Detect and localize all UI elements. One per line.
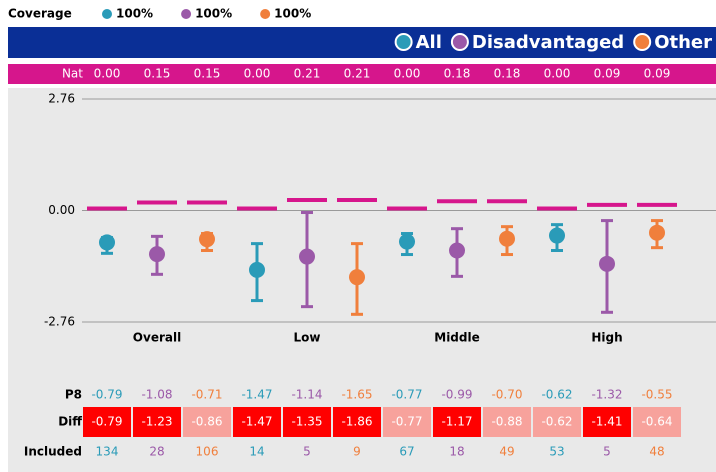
- p8-label: P8: [65, 388, 82, 402]
- category-label: Overall: [133, 331, 181, 345]
- point: [199, 231, 215, 248]
- diff-value: -1.23: [141, 415, 172, 429]
- nat-bar: [8, 64, 716, 84]
- nat-value: 0.21: [294, 67, 321, 81]
- nat-value: 0.21: [344, 67, 371, 81]
- nat-value: 0.18: [444, 67, 471, 81]
- diff-cell: [283, 407, 331, 437]
- included-value: 28: [149, 445, 164, 459]
- diff-cell: [433, 407, 481, 437]
- diff-value: -0.79: [91, 415, 122, 429]
- diff-value: -1.86: [341, 415, 372, 429]
- point: [299, 248, 315, 265]
- included-value: 5: [303, 445, 311, 459]
- p8-value: -0.62: [541, 388, 572, 402]
- p8-value: -1.08: [141, 388, 172, 402]
- category-label: Low: [294, 331, 321, 345]
- coverage-label: Coverage: [8, 7, 72, 21]
- p8-value: -1.14: [291, 388, 322, 402]
- nat-value: 0.00: [544, 67, 571, 81]
- diff-value: -0.86: [191, 415, 222, 429]
- included-value: 134: [96, 445, 119, 459]
- point: [449, 242, 465, 259]
- coverage-dot: [260, 9, 271, 19]
- point: [99, 234, 115, 251]
- included-value: 67: [399, 445, 414, 459]
- nat-value: 0.09: [594, 67, 621, 81]
- diff-value: -1.47: [241, 415, 272, 429]
- coverage-value: 100%: [116, 7, 153, 21]
- diff-cell: [83, 407, 131, 437]
- p8-value: -0.79: [91, 388, 122, 402]
- diff-value: -0.62: [541, 415, 572, 429]
- legend-marker: [450, 33, 469, 51]
- category-label: Middle: [434, 331, 480, 345]
- diff-value: -1.41: [591, 415, 622, 429]
- y-tick-label: -2.76: [44, 315, 75, 329]
- p8-value: -0.99: [441, 388, 472, 402]
- nat-value: 0.18: [494, 67, 521, 81]
- diff-cell: [483, 407, 531, 437]
- diff-value: -0.88: [491, 415, 522, 429]
- nat-value: 0.09: [644, 67, 671, 81]
- nat-value: 0.15: [194, 67, 221, 81]
- p8-value: -1.47: [241, 388, 272, 402]
- coverage-dot: [102, 9, 112, 19]
- p8-value: -1.65: [341, 388, 372, 402]
- coverage-value: 100%: [274, 7, 311, 21]
- diff-cell: [133, 407, 181, 437]
- point: [149, 246, 165, 263]
- included-value: 9: [353, 445, 361, 459]
- coverage-value: 100%: [195, 7, 232, 21]
- p8-value: -1.32: [591, 388, 622, 402]
- legend-label: Other: [654, 32, 712, 53]
- coverage-dot: [181, 9, 192, 19]
- diff-cell: [533, 407, 581, 437]
- point: [249, 261, 265, 278]
- point: [499, 230, 515, 247]
- included-value: 5: [603, 445, 611, 459]
- legend-label: All: [416, 32, 442, 53]
- nat-value: 0.00: [394, 67, 421, 81]
- p8-value: -0.55: [641, 388, 672, 402]
- legend-marker: [394, 33, 413, 51]
- nat-value: 0.00: [94, 67, 121, 81]
- diff-cell: [183, 407, 231, 437]
- point: [349, 269, 365, 286]
- diff-value: -0.77: [391, 415, 422, 429]
- legend-banner: [8, 27, 716, 58]
- diff-label: Diff: [58, 415, 82, 429]
- diff-cell: [233, 407, 281, 437]
- included-value: 14: [249, 445, 264, 459]
- legend-label: Disadvantaged: [472, 32, 624, 53]
- diff-cell: [633, 407, 681, 437]
- nat-label: Nat: [62, 67, 83, 81]
- legend-marker: [633, 33, 652, 51]
- nat-value: 0.00: [244, 67, 271, 81]
- point: [599, 255, 615, 272]
- p8-value: -0.77: [391, 388, 422, 402]
- included-value: 53: [549, 445, 564, 459]
- category-label: High: [591, 331, 622, 345]
- nat-value: 0.15: [144, 67, 171, 81]
- y-tick-label: 0.00: [48, 203, 75, 217]
- included-label: Included: [24, 445, 82, 459]
- included-value: 106: [196, 445, 219, 459]
- y-tick-label: 2.76: [48, 92, 75, 106]
- p8-value: -0.70: [491, 388, 522, 402]
- point: [649, 224, 665, 241]
- diff-cell: [383, 407, 431, 437]
- diff-cell: [583, 407, 631, 437]
- diff-value: -0.64: [641, 415, 672, 429]
- included-value: 49: [499, 445, 514, 459]
- point: [399, 233, 415, 250]
- p8-value: -0.71: [191, 388, 222, 402]
- diff-value: -1.17: [441, 415, 472, 429]
- point: [549, 227, 565, 244]
- included-value: 18: [449, 445, 464, 459]
- included-value: 48: [649, 445, 664, 459]
- diff-value: -1.35: [291, 415, 322, 429]
- diff-cell: [333, 407, 381, 437]
